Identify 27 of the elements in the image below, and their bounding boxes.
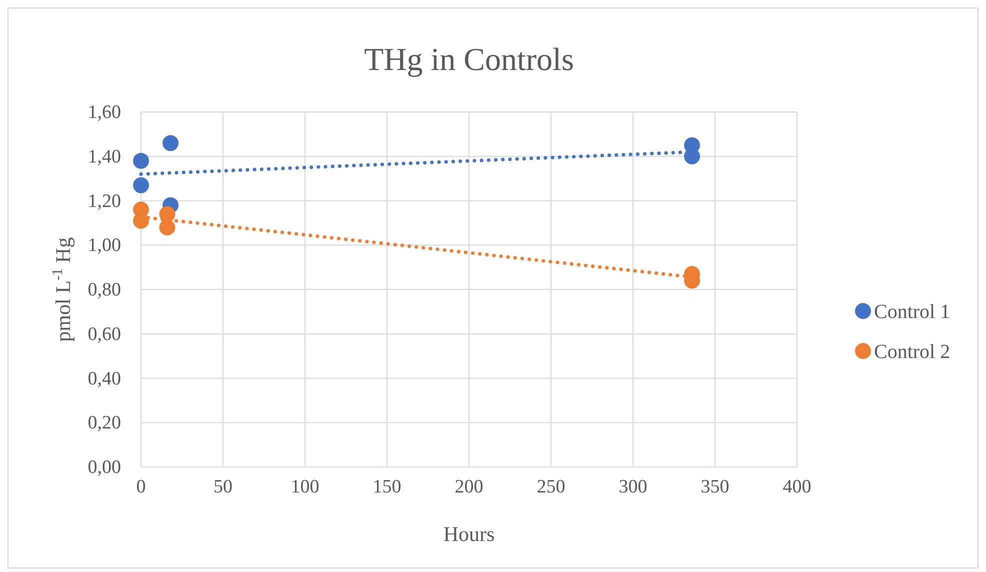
point <box>159 206 176 222</box>
y-tick-label: 0,80 <box>88 280 121 301</box>
x-tick-label: 400 <box>782 476 812 498</box>
x-tick-label: 200 <box>454 476 484 498</box>
x-tick-label: 100 <box>290 476 320 498</box>
y-tick-label: 1,40 <box>88 146 121 168</box>
point <box>159 219 176 236</box>
legend-label: Control 1 <box>874 301 950 323</box>
chart-title: THg in Controls <box>364 41 574 77</box>
y-tick-label: 0,20 <box>88 412 121 434</box>
x-tick-label: 50 <box>214 476 232 498</box>
x-tick-label: 350 <box>700 476 730 498</box>
x-tick-label: 150 <box>372 476 402 498</box>
x-tick-label: 250 <box>536 476 566 498</box>
y-tick-label: 1,20 <box>88 190 121 212</box>
y-tick-label: 0,60 <box>88 324 121 345</box>
point <box>133 152 149 169</box>
point <box>162 135 178 152</box>
y-tick-label: 1,00 <box>88 235 121 256</box>
x-tick-label: 300 <box>618 476 648 498</box>
x-tick-label: 0 <box>136 476 146 498</box>
point <box>133 177 149 194</box>
y-tick-label: 0,00 <box>88 457 121 478</box>
y-tick-label: 0,40 <box>88 368 121 390</box>
y-tick-label: 1,60 <box>88 102 121 124</box>
legend-label: Control 2 <box>874 341 950 363</box>
x-axis-title: Hours <box>443 522 495 546</box>
